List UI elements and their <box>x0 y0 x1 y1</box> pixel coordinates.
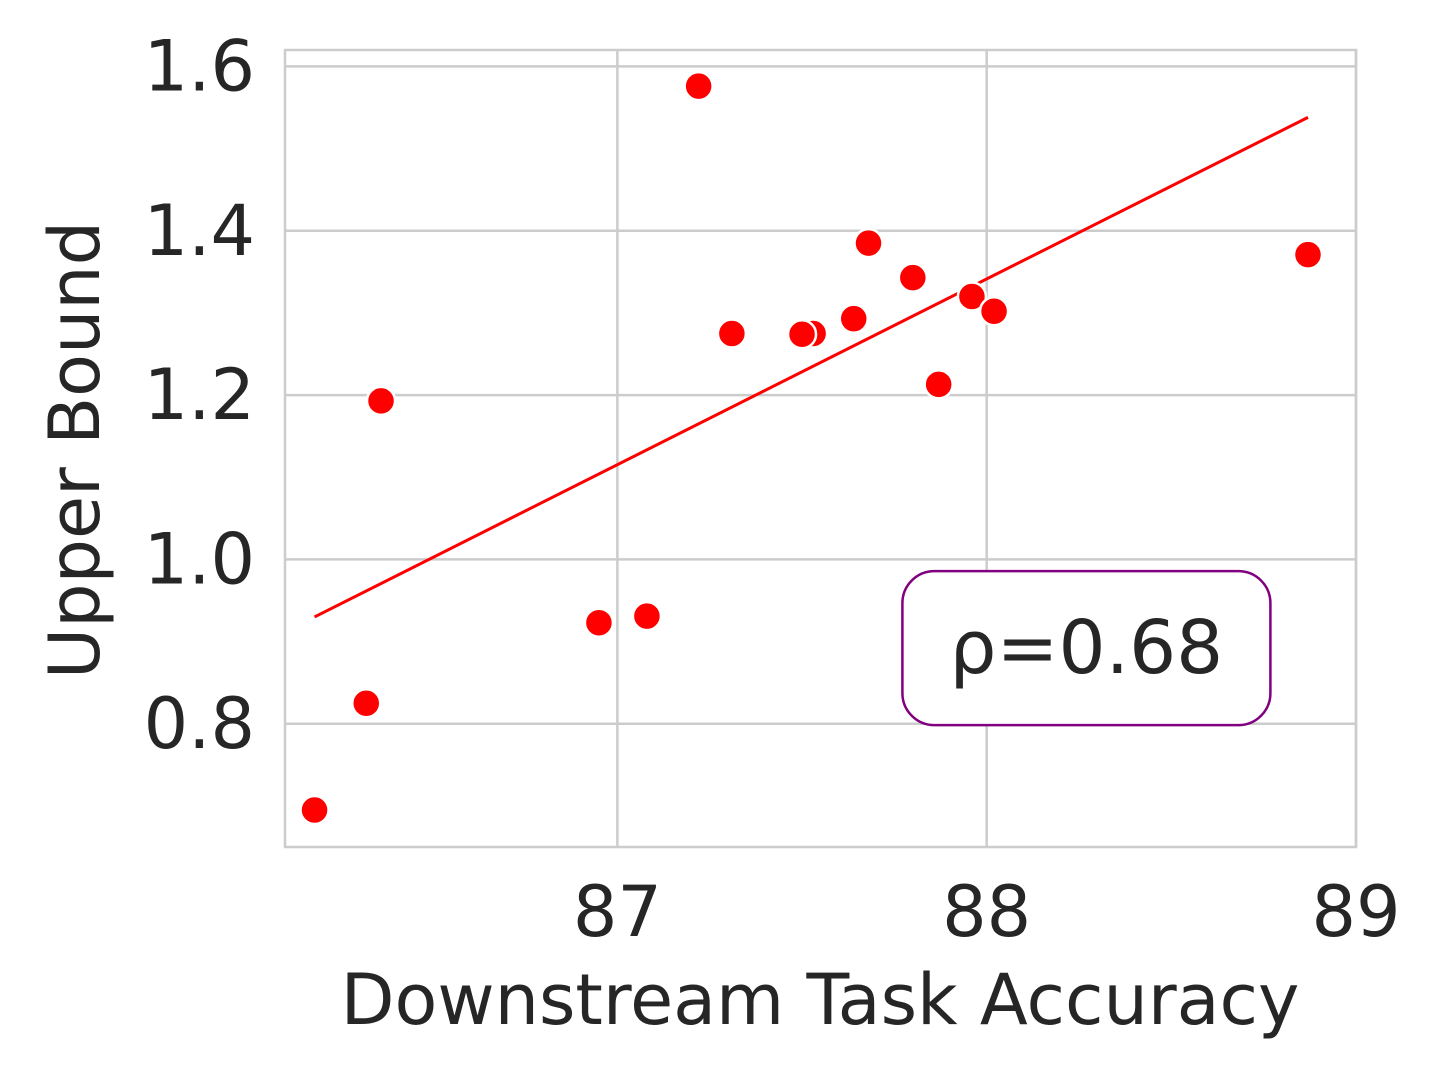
y-tick-label: 1.6 <box>144 25 255 107</box>
data-point <box>1292 239 1324 270</box>
data-point <box>786 319 818 350</box>
correlation-label: ρ=0.68 <box>950 605 1224 691</box>
y-tick-label: 1.2 <box>144 354 255 436</box>
data-point <box>923 369 954 400</box>
correlation-annotation: ρ=0.68 <box>901 569 1272 727</box>
y-tick-label: 1.0 <box>144 518 255 600</box>
x-tick-label: 88 <box>942 871 1031 953</box>
data-point <box>350 687 382 719</box>
x-tick-label: 89 <box>1311 871 1400 953</box>
data-points <box>299 70 1324 826</box>
data-point <box>838 303 869 334</box>
data-point <box>365 385 397 417</box>
data-point <box>978 296 1010 327</box>
data-point <box>583 607 615 638</box>
data-point <box>897 262 929 293</box>
plot-frame <box>283 48 1358 849</box>
data-point <box>631 600 663 632</box>
x-axis-label: Downstream Task Accuracy <box>341 959 1300 1041</box>
data-point <box>716 318 748 349</box>
y-tick-label: 0.8 <box>144 683 255 765</box>
y-axis-label: Upper Bound <box>34 221 116 679</box>
annotation-box <box>901 569 1272 727</box>
data-point <box>853 227 884 259</box>
x-tick-labels: 87 88 89 <box>573 871 1401 953</box>
data-point <box>299 794 330 826</box>
x-tick-label: 87 <box>573 871 662 953</box>
y-tick-label: 1.4 <box>144 190 255 272</box>
data-point <box>956 281 988 312</box>
data-point <box>683 70 714 102</box>
y-tick-labels: 0.8 1.0 1.2 1.4 1.6 <box>144 25 255 764</box>
regression-line <box>313 116 1309 619</box>
